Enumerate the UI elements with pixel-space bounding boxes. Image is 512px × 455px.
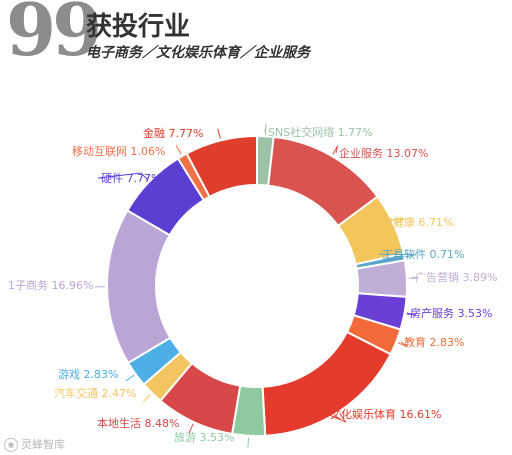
leader-line-15: [217, 128, 221, 139]
slice-label-11: 游戏 2.83%: [58, 368, 118, 381]
slice-label-1: 企业服务 13.07%: [339, 146, 428, 160]
slice-label-6: 教育 2.83%: [404, 335, 464, 349]
chart-subtitle: 电子商务／文化娱乐体育／企业服务: [86, 45, 310, 61]
slice-15: [185, 134, 258, 199]
leader-line-2: [367, 218, 405, 224]
leader-line-0: [264, 124, 267, 135]
leader-line-7: [326, 413, 347, 423]
slice-label-3: 工具软件 0.71%: [382, 247, 464, 261]
leader-line-13: [97, 172, 149, 181]
leader-line-5: [406, 312, 417, 317]
slice-label-10: 汽车交通 2.47%: [54, 386, 136, 400]
slice-label-12: 1子商务 16.96%: [8, 278, 93, 292]
slice-label-8: 旅游 3.53%: [174, 430, 234, 444]
slice-label-5: 房产服务 3.53%: [410, 306, 492, 320]
slice-label-15: 金融 7.77%: [143, 126, 203, 140]
watermark: ◉ 灵蜂智库: [4, 436, 65, 452]
slice-12: [106, 209, 172, 365]
leader-line-4: [408, 276, 419, 279]
slice-label-13: 硬件 7.77%: [101, 172, 161, 185]
leader-line-3: [378, 253, 417, 258]
leader-line-14: [175, 145, 182, 155]
weibo-logo-icon: ◉: [4, 438, 18, 452]
slice-label-9: 本地生活 8.48%: [97, 416, 179, 430]
slice-label-4: 广告营销 3.89%: [415, 270, 497, 284]
slice-label-14: 移动互联网 1.06%: [72, 145, 165, 158]
quote-mark-icon: 99: [6, 0, 102, 72]
leader-line-6: [397, 341, 408, 348]
watermark-text: 灵蜂智库: [21, 438, 65, 451]
slice-label-7: 文化娱乐体育 16.61%: [330, 407, 441, 421]
leader-line-10: [143, 393, 151, 402]
leader-line-9: [188, 423, 194, 434]
slice-label-2: 医疗健康 6.71%: [371, 215, 453, 229]
leader-line-8: [247, 437, 250, 448]
chart-title: 获投行业: [86, 12, 191, 42]
leader-line-11: [125, 374, 135, 382]
leader-line-1: [332, 145, 339, 155]
slice-label-0: SNS社交网络 1.77%: [268, 125, 373, 139]
